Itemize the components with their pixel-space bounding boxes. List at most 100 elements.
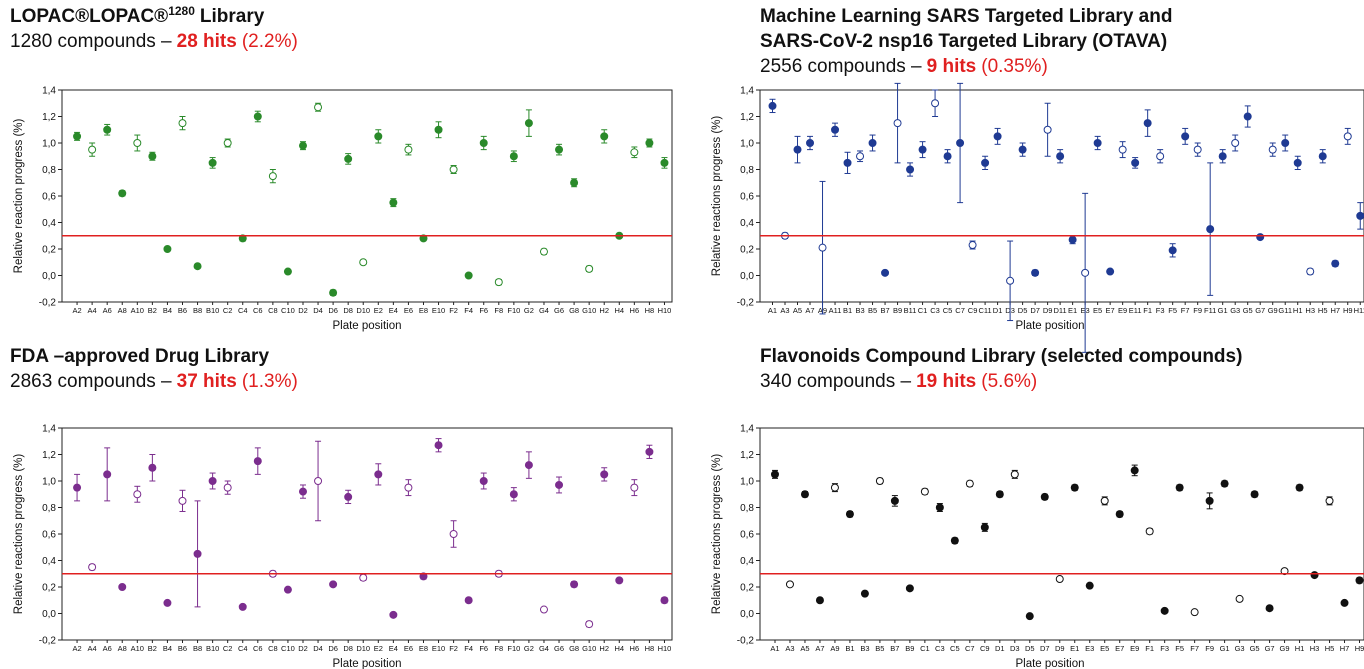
data-point [118, 189, 127, 198]
data-point [163, 245, 172, 253]
x-tick-label: E5 [1093, 306, 1102, 315]
x-tick-label: G9 [1268, 306, 1278, 315]
data-point [163, 598, 172, 607]
data-point [344, 154, 353, 163]
x-tick-label: D6 [328, 644, 338, 653]
data-point [1085, 581, 1094, 590]
x-tick-label: A1 [770, 644, 779, 653]
data-point [464, 596, 473, 605]
data-point [404, 145, 413, 154]
x-tick-label: D7 [1030, 306, 1040, 315]
x-tick-label: H4 [614, 306, 624, 315]
x-tick-label: B4 [163, 306, 172, 315]
y-tick-label: 1,2 [740, 112, 754, 123]
plot-frame [61, 89, 673, 303]
data-point [1268, 145, 1277, 154]
y-tick-label: 0,8 [42, 503, 56, 514]
x-tick-label: A1 [768, 306, 777, 315]
data-point [856, 152, 865, 161]
data-point [1131, 158, 1140, 167]
data-point [268, 172, 277, 181]
x-tick-label: H1 [1293, 306, 1303, 315]
data-point [555, 145, 564, 154]
x-tick-label: D8 [343, 644, 353, 653]
x-tick-label: H10 [658, 644, 672, 653]
data-point [509, 490, 518, 499]
x-axis-label: Plate position [332, 658, 401, 669]
x-tick-label: B2 [148, 644, 157, 653]
y-tick-label: 1,0 [42, 139, 56, 150]
x-tick-label: C8 [268, 306, 278, 315]
x-tick-label: H2 [599, 644, 609, 653]
hit-count: 19 hits [916, 371, 976, 392]
x-tick-label: G11 [1278, 306, 1292, 315]
data-point [238, 602, 247, 611]
x-tick-label: A3 [785, 644, 794, 653]
data-point [283, 267, 292, 276]
data-point [831, 125, 840, 134]
chart-subtitle: 1280 compounds –28 hits (2.2%) [10, 31, 298, 52]
y-tick-label: 1,4 [42, 86, 56, 97]
data-point [133, 490, 142, 499]
x-tick-label: H3 [1305, 306, 1315, 315]
x-tick-label: A4 [88, 644, 97, 653]
data-point [223, 483, 232, 492]
y-tick-label: 1,4 [740, 86, 754, 97]
x-tick-label: H8 [645, 306, 655, 315]
data-point [374, 470, 383, 479]
data-point [178, 119, 187, 128]
y-tick-label: 0,4 [42, 556, 56, 567]
data-point [374, 132, 383, 141]
y-tick-label: 1,2 [42, 112, 56, 123]
y-tick-label: 0,6 [740, 530, 754, 541]
title-superscript: 1280 [168, 4, 195, 18]
data-point [645, 139, 654, 147]
x-tick-label: H9 [1343, 306, 1353, 315]
data-point [479, 139, 488, 147]
x-tick-label: D9 [1043, 306, 1053, 315]
data-point [893, 119, 902, 128]
data-point [1118, 145, 1127, 154]
data-point [1043, 125, 1052, 134]
x-tick-label: C11 [978, 306, 991, 315]
x-tick-label: B5 [875, 644, 884, 653]
data-point [906, 165, 915, 174]
x-tick-label: A4 [88, 306, 97, 315]
data-point [956, 139, 965, 147]
x-tick-label: H3 [1310, 644, 1320, 653]
x-tick-label: B8 [193, 306, 202, 315]
data-point [344, 492, 353, 501]
x-tick-label: E6 [404, 306, 413, 315]
data-point [1250, 490, 1259, 499]
x-tick-label: B11 [904, 306, 917, 315]
x-axis-label: Plate position [1015, 658, 1084, 669]
x-tick-label: B3 [855, 306, 864, 315]
x-tick-label: H6 [630, 306, 640, 315]
x-tick-label: D1 [993, 306, 1003, 315]
data-point [931, 99, 940, 108]
x-tick-label: C1 [918, 306, 928, 315]
data-point [1295, 483, 1304, 492]
data-point [935, 503, 944, 512]
y-tick-label: 1,2 [42, 450, 56, 461]
data-point [253, 457, 262, 466]
data-point [980, 523, 989, 532]
x-tick-label: G8 [569, 306, 579, 315]
data-point [843, 158, 852, 167]
x-tick-label: B9 [905, 644, 914, 653]
data-point [389, 610, 398, 619]
y-tick-label: 0,6 [740, 192, 754, 203]
x-tick-label: E9 [1118, 306, 1127, 315]
x-tick-label: E4 [389, 644, 398, 653]
data-point [1280, 567, 1289, 576]
x-tick-label: F2 [449, 644, 458, 653]
y-axis-label: Relative reactions progress (%) [13, 454, 25, 615]
x-tick-label: E5 [1100, 644, 1109, 653]
x-tick-label: F2 [449, 306, 458, 315]
x-tick-label: H6 [630, 644, 640, 653]
data-point [600, 132, 609, 141]
hit-count: 9 hits [927, 56, 977, 77]
x-tick-label: F1 [1145, 644, 1154, 653]
data-point [1306, 267, 1315, 276]
x-tick-label: E1 [1070, 644, 1079, 653]
